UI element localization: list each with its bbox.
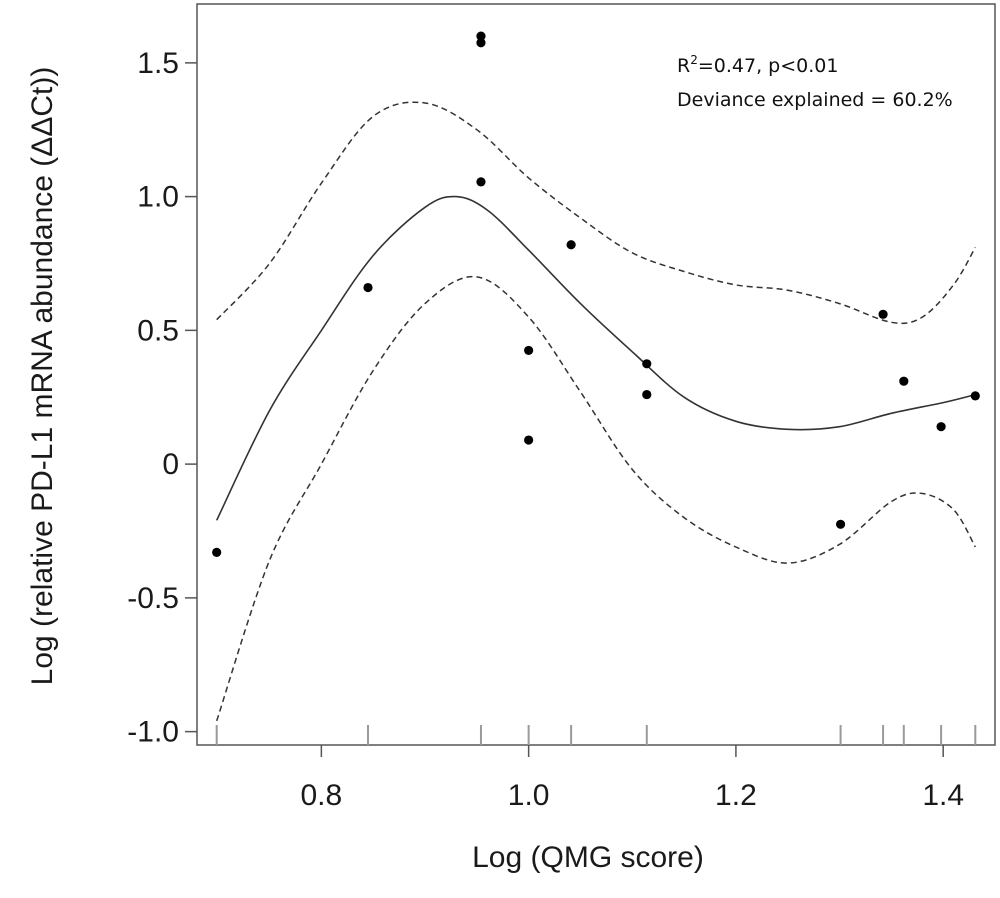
data-point [970,391,980,401]
r2-superscript: 2 [690,53,698,67]
r2-annotation: R2=0.47, p<0.01 [677,53,838,77]
data-point [363,282,373,293]
x-tick-label: 1.0 [508,779,550,812]
x-tick-label: 0.8 [301,779,343,812]
y-tick-label: 1.5 [137,47,179,80]
data-point [212,547,222,557]
data-point [878,309,888,319]
data-points [212,31,980,557]
data-point [835,519,846,529]
data-point [476,31,486,41]
data-point [899,376,909,386]
data-point [476,38,486,48]
plot-frame [196,3,996,746]
y-tick-label: -1.0 [127,716,179,749]
y-tick-label: 0 [162,448,179,481]
deviance-annotation: Deviance explained = 60.2% [677,89,953,111]
y-tick-label: 0.5 [137,314,179,347]
data-point [524,435,534,445]
y-tick-label: 1.0 [137,181,179,214]
x-tick-label: 1.2 [715,779,757,812]
lower-confidence-band [215,275,976,722]
y-tick-label: -0.5 [127,582,179,615]
data-point [642,359,652,369]
r2-rest: =0.47, p<0.01 [698,55,839,77]
confidence-bands [215,101,976,722]
axes: -1.0 -0.5 0 0.5 1.0 1.5 0.8 1.0 1.2 1.4 [127,47,964,812]
y-axis-label: Log (relative PD-L1 mRNA abundance (ΔΔCt… [26,67,59,686]
data-point [476,177,486,187]
fit-curve-group [215,195,976,521]
fit-curve [215,195,976,521]
data-point [936,422,946,432]
rug-marks [215,725,977,745]
data-point [566,240,576,250]
data-point [642,389,652,400]
data-point [524,345,534,356]
upper-confidence-band [216,101,976,325]
x-tick-label: 1.4 [922,779,964,812]
x-axis-label: Log (QMG score) [472,841,704,874]
